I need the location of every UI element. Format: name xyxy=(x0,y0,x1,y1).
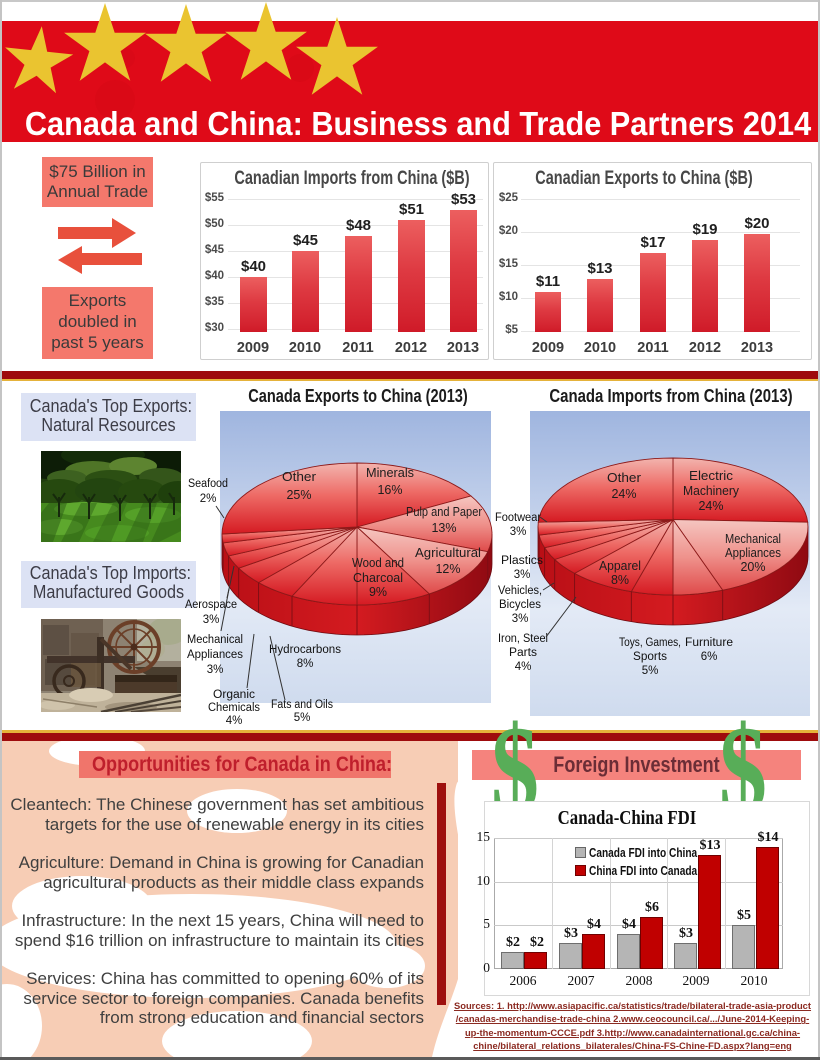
svg-text:Other: Other xyxy=(282,470,316,484)
svg-text:Organic: Organic xyxy=(213,689,255,701)
svg-text:Apparel: Apparel xyxy=(599,559,641,573)
svg-text:24%: 24% xyxy=(698,499,723,513)
svg-text:3%: 3% xyxy=(207,664,224,676)
svg-text:8%: 8% xyxy=(297,658,314,670)
svg-text:5%: 5% xyxy=(294,712,311,724)
svg-text:Agricultural: Agricultural xyxy=(415,546,481,560)
svg-text:2%: 2% xyxy=(200,493,217,505)
svg-text:4%: 4% xyxy=(515,661,532,673)
svg-text:Other: Other xyxy=(607,471,641,485)
svg-text:3%: 3% xyxy=(510,526,527,538)
svg-text:Machinery: Machinery xyxy=(683,484,740,498)
svg-text:12%: 12% xyxy=(435,562,460,576)
svg-text:Mechanical: Mechanical xyxy=(725,532,781,546)
svg-text:Parts: Parts xyxy=(509,647,537,659)
svg-text:3%: 3% xyxy=(514,569,531,581)
svg-text:Pulp and Paper: Pulp and Paper xyxy=(406,505,482,519)
svg-text:Bicycles: Bicycles xyxy=(499,599,541,611)
svg-text:5%: 5% xyxy=(642,665,659,677)
svg-text:Footwear: Footwear xyxy=(495,512,541,524)
svg-text:4%: 4% xyxy=(226,715,243,727)
svg-text:Furniture: Furniture xyxy=(685,637,733,649)
svg-text:Plastics: Plastics xyxy=(501,555,543,567)
svg-text:9%: 9% xyxy=(369,585,387,599)
svg-text:Chemicals: Chemicals xyxy=(208,702,260,714)
svg-text:Toys, Games,: Toys, Games, xyxy=(619,637,681,649)
svg-text:Electric: Electric xyxy=(689,469,733,483)
svg-text:Iron, Steel: Iron, Steel xyxy=(498,633,548,645)
svg-text:Sports: Sports xyxy=(633,651,667,663)
svg-text:3%: 3% xyxy=(203,614,220,626)
svg-text:Mechanical: Mechanical xyxy=(187,634,243,646)
svg-text:Wood and: Wood and xyxy=(352,556,404,570)
svg-text:25%: 25% xyxy=(286,488,311,502)
svg-text:13%: 13% xyxy=(431,521,456,535)
svg-text:16%: 16% xyxy=(377,483,402,497)
svg-text:20%: 20% xyxy=(740,560,765,574)
svg-text:Hydrocarbons: Hydrocarbons xyxy=(269,644,341,656)
svg-text:Fats and Oils: Fats and Oils xyxy=(271,699,333,711)
svg-text:6%: 6% xyxy=(701,651,718,663)
svg-text:Aerospace: Aerospace xyxy=(185,599,237,611)
svg-text:Minerals: Minerals xyxy=(366,466,414,480)
svg-text:Seafood: Seafood xyxy=(188,478,228,490)
svg-text:24%: 24% xyxy=(611,487,636,501)
svg-text:8%: 8% xyxy=(611,573,629,587)
svg-text:Appliances: Appliances xyxy=(187,649,243,661)
svg-text:Vehicles,: Vehicles, xyxy=(498,585,542,597)
svg-text:Appliances: Appliances xyxy=(725,546,781,560)
svg-text:Charcoal: Charcoal xyxy=(353,571,403,585)
svg-text:3%: 3% xyxy=(512,613,529,625)
